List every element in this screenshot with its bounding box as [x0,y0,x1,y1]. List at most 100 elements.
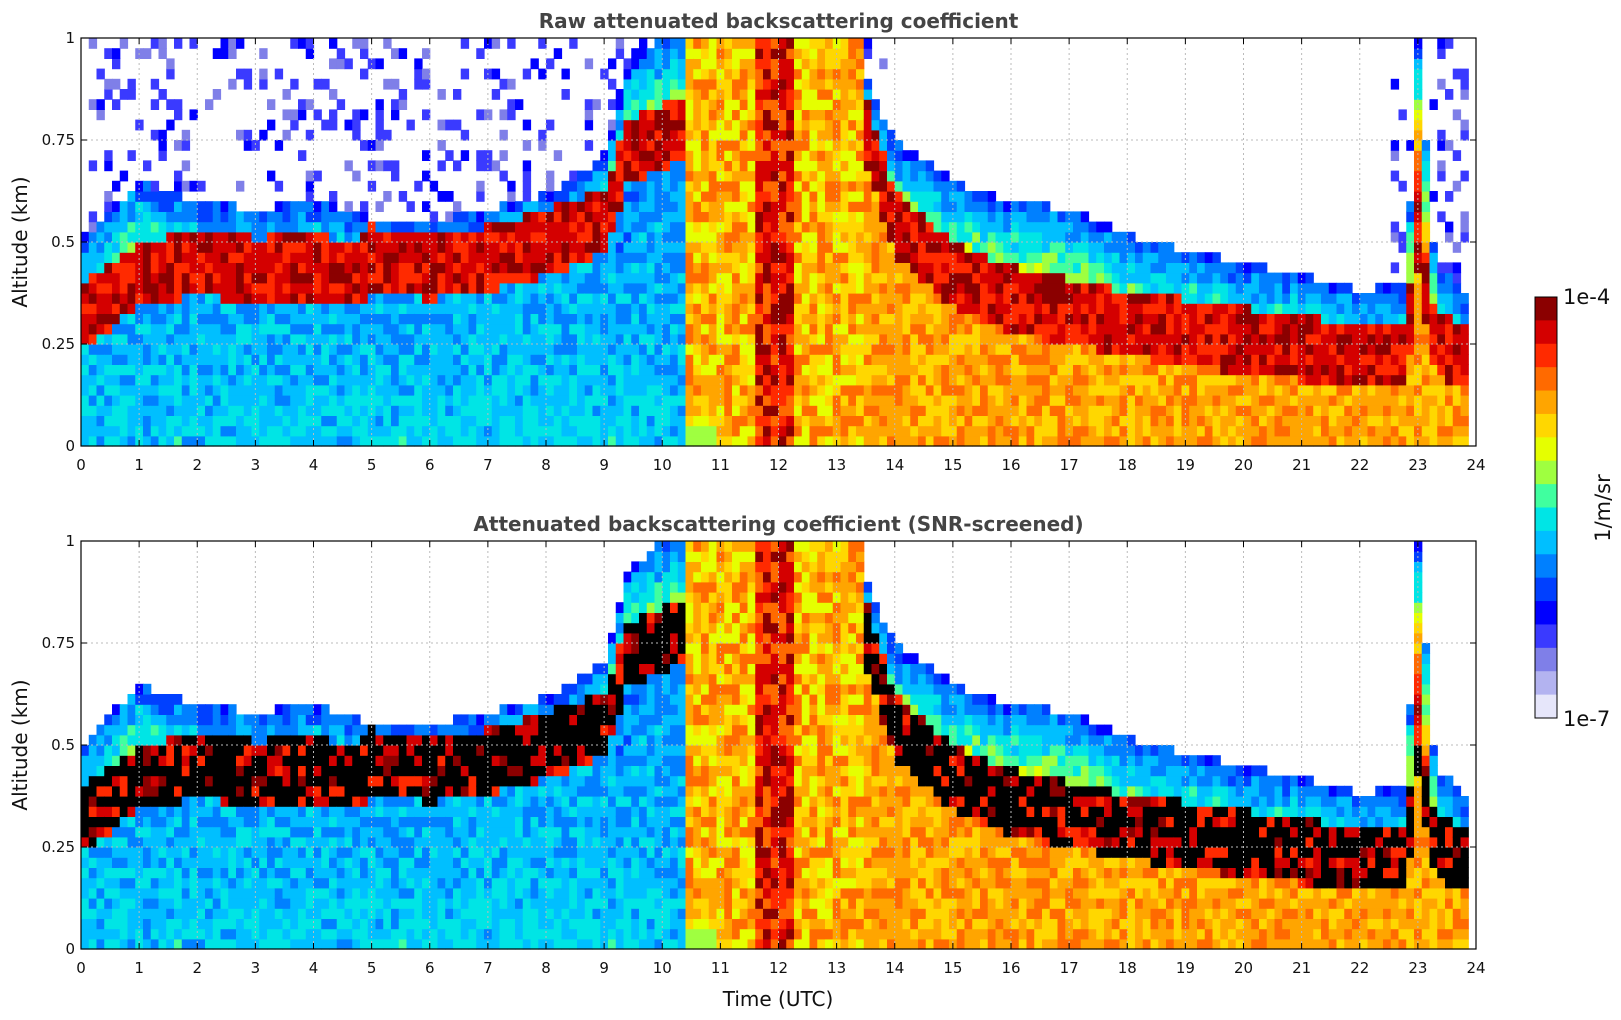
heatmap-cell [189,201,198,212]
heatmap-cell [1398,242,1407,253]
heatmap-cell [708,415,718,427]
heatmap-cell [623,354,632,365]
heatmap-cell [468,415,477,427]
heatmap-cell [801,89,811,100]
heatmap-cell [1049,415,1059,427]
heatmap-cell [825,242,834,253]
heatmap-cell [600,150,609,161]
heatmap-cell [1352,405,1361,416]
heatmap-cell [522,211,532,223]
heatmap-cell [1243,405,1252,416]
heatmap-cell [987,282,997,294]
heatmap-cell [840,384,849,396]
heatmap-cell [1119,374,1128,386]
heatmap-cell [685,129,694,141]
heatmap-cell [825,150,834,161]
heatmap-cell [786,68,795,80]
heatmap-cell [1073,303,1082,314]
heatmap-cell [1018,211,1028,223]
heatmap-cell [499,129,508,141]
heatmap-cell [1406,415,1415,427]
heatmap-cell [1003,231,1012,243]
heatmap-cell [848,282,857,294]
heatmap-cell [1414,425,1423,437]
heatmap-cell [1042,293,1051,304]
heatmap-cell [1119,242,1128,253]
heatmap-cell [980,221,989,233]
heatmap-cell [112,272,121,284]
heatmap-cell [964,415,973,427]
heatmap-cell [538,68,547,80]
heatmap-cell [166,374,175,386]
heatmap-cell [1282,405,1291,416]
heatmap-cell [887,231,896,243]
heatmap-cell [282,109,291,121]
heatmap-cell [894,303,904,314]
heatmap-cell [228,374,237,386]
heatmap-cell [832,160,842,172]
heatmap-cell [414,354,423,365]
heatmap-cell [1398,364,1407,376]
heatmap-cell [778,201,787,212]
heatmap-cell [181,405,191,416]
heatmap-cell [313,282,322,294]
heatmap-cell [755,242,764,253]
heatmap-cell [1003,425,1012,437]
heatmap-cell [972,211,981,223]
heatmap-cell [1437,313,1446,325]
heatmap-cell [739,170,749,182]
heatmap-cell [1437,272,1446,284]
heatmap-cell [701,58,710,70]
heatmap-cell [848,211,857,223]
heatmap-cell [189,231,198,243]
heatmap-cell [623,242,632,253]
heatmap-cell [344,293,353,304]
heatmap-cell [662,201,671,212]
heatmap-cell [329,395,338,406]
heatmap-cell [1367,435,1376,447]
heatmap-cell [933,170,942,182]
heatmap-cell [104,293,113,304]
heatmap-cell [623,191,632,202]
heatmap-cell [406,405,415,416]
heatmap-cell [941,191,950,202]
heatmap-cell [863,364,873,376]
heatmap-cell [910,364,919,376]
heatmap-cell [631,231,640,243]
heatmap-cell [654,252,663,263]
heatmap-cell [1251,435,1260,447]
heatmap-cell [367,384,377,396]
heatmap-cell [1429,282,1438,294]
heatmap-cell [910,252,919,263]
heatmap-cell [654,364,663,376]
heatmap-cell [1282,344,1291,355]
heatmap-cell [553,435,563,447]
heatmap-cell [825,303,834,314]
heatmap-cell [1197,293,1206,304]
heatmap-cell [119,282,129,294]
heatmap-cell [677,119,687,131]
heatmap-cell [259,333,268,345]
heatmap-cell [476,384,485,396]
heatmap-cell [902,272,911,284]
heatmap-cell [879,211,888,223]
heatmap-cell [1429,395,1438,406]
heatmap-cell [825,344,834,355]
heatmap-cell [918,364,927,376]
heatmap-cell [879,262,888,274]
heatmap-cell [763,211,772,223]
heatmap-cell [918,160,927,172]
heatmap-cell [817,78,826,90]
heatmap-cell [708,364,718,376]
heatmap-cell [770,58,780,70]
heatmap-cell [592,425,601,437]
heatmap-cell [1073,425,1082,437]
heatmap-cell [1266,303,1276,314]
heatmap-cell [708,333,718,345]
heatmap-cell [1189,435,1198,447]
heatmap-cell [987,313,997,325]
heatmap-cell [251,415,260,427]
heatmap-cell [127,201,136,212]
heatmap-cell [243,252,253,263]
heatmap-cell [894,262,904,274]
